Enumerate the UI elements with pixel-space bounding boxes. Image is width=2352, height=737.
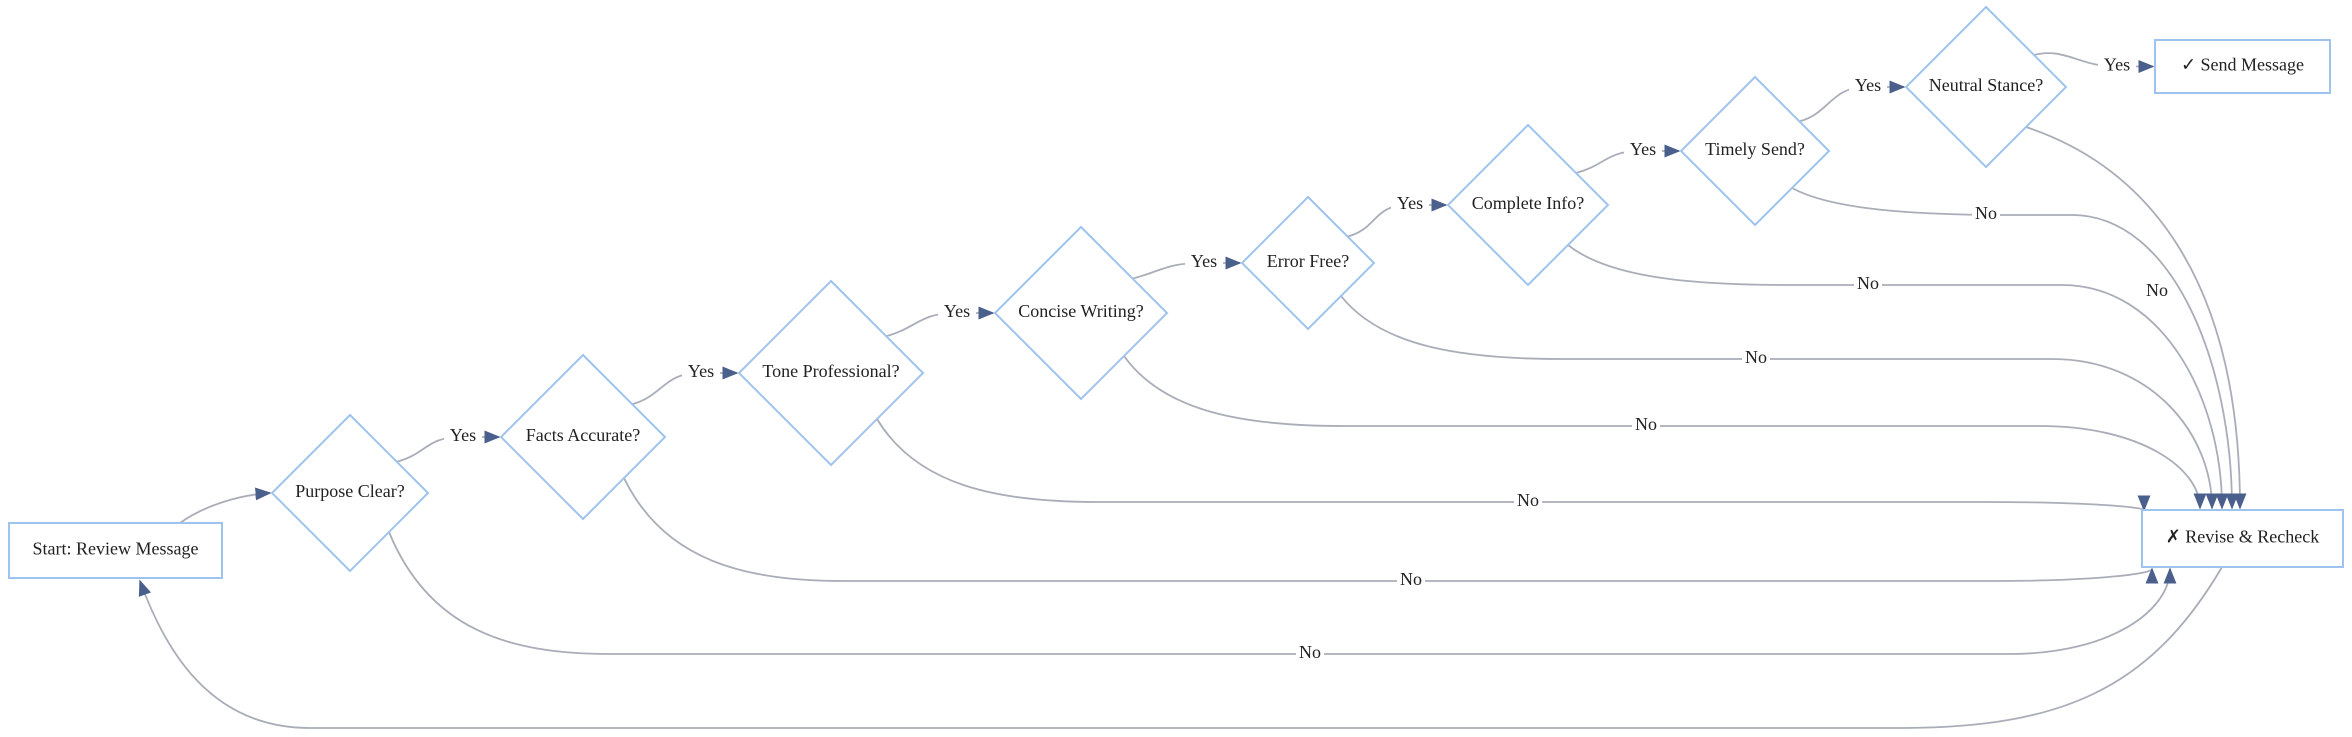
node-label: Concise Writing? xyxy=(1018,301,1143,321)
node-label: Complete Info? xyxy=(1472,193,1584,213)
edge-label-bg xyxy=(1296,643,1324,665)
edge-label-bg xyxy=(1624,140,1662,162)
edge-label-bg xyxy=(1849,76,1887,98)
edge-label-bg xyxy=(1397,570,1425,592)
edge xyxy=(1791,187,2239,510)
decision-node xyxy=(737,279,925,467)
node-label: Error Free? xyxy=(1267,251,1349,271)
edge-label-bg xyxy=(2143,281,2171,303)
edge xyxy=(388,531,2177,655)
node-label: Purpose Clear? xyxy=(295,481,404,501)
decision-node xyxy=(1446,123,1610,287)
edge-label-bg xyxy=(1391,194,1429,216)
edge xyxy=(179,487,272,524)
edge-label: Yes xyxy=(2104,55,2130,75)
decision-node xyxy=(993,225,1169,401)
edge-label: Yes xyxy=(688,361,714,381)
edge-label: No xyxy=(1635,414,1657,434)
edge xyxy=(138,566,2223,729)
edge-label: Yes xyxy=(1191,251,1217,271)
process-node xyxy=(8,522,223,579)
edge xyxy=(623,477,2159,584)
decision-node xyxy=(270,413,430,573)
edge-labels: Yes Yes Yes Yes Yes Yes Yes Yes No No No No No No No No xyxy=(444,55,2171,665)
edge-label: No xyxy=(1975,203,1997,223)
edge-label-bg xyxy=(2098,55,2136,78)
edge-label-bg xyxy=(1972,204,2000,226)
edge-label: No xyxy=(2146,280,2168,300)
decision-node xyxy=(1240,195,1376,331)
process-node xyxy=(2154,39,2331,94)
edges xyxy=(138,52,2247,729)
edge-label: No xyxy=(1517,490,1539,510)
node-label: ✓ Send Message xyxy=(2181,55,2304,75)
node-label: Timely Send? xyxy=(1705,139,1805,159)
edge-label-bg xyxy=(1854,274,1882,296)
edge xyxy=(2025,126,2247,510)
edge xyxy=(1340,295,2219,510)
edge-label-bg xyxy=(938,302,976,324)
edge xyxy=(1567,244,2229,510)
edge-label: Yes xyxy=(944,301,970,321)
decision-node xyxy=(1679,75,1831,227)
edge xyxy=(876,418,2151,512)
edge-label: Yes xyxy=(450,425,476,445)
edge-label-bg xyxy=(1185,252,1223,274)
edge-label: No xyxy=(1857,273,1879,293)
process-node xyxy=(2141,509,2344,568)
edge-label-bg xyxy=(1742,348,1770,370)
edge-label: No xyxy=(1745,347,1767,367)
node-label: Neutral Stance? xyxy=(1929,75,2043,95)
decision-node xyxy=(1904,5,2068,169)
edge xyxy=(1123,355,2207,510)
edge-label-bg xyxy=(1514,491,1542,513)
edge-label: Yes xyxy=(1630,139,1656,159)
node-label: Tone Professional? xyxy=(762,361,899,381)
node-label: ✗ Revise & Recheck xyxy=(2166,527,2320,547)
edge-label: Yes xyxy=(1855,75,1881,95)
decision-node xyxy=(499,353,667,521)
node-label: Facts Accurate? xyxy=(526,425,640,445)
edge-label: Yes xyxy=(1397,193,1423,213)
edge-label-bg xyxy=(682,362,720,384)
nodes: Start: Review Message ✓ Send Message ✗ Rev… xyxy=(8,5,2344,579)
edge-label: No xyxy=(1299,642,1321,662)
node-label: Start: Review Message xyxy=(33,539,199,559)
edge-label: No xyxy=(1400,569,1422,589)
edge-label-bg xyxy=(1632,415,1660,437)
edge-label-bg xyxy=(444,426,482,448)
